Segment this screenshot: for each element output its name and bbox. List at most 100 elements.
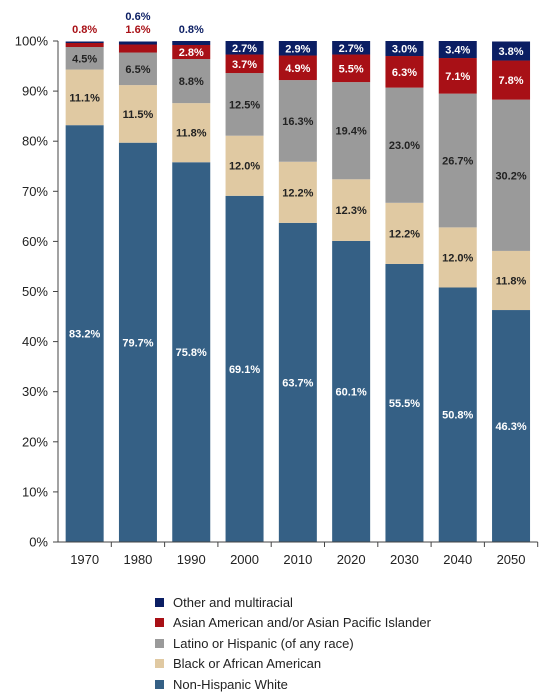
x-tick-label: 2040 (443, 552, 472, 567)
bar-segment (65, 125, 104, 542)
legend-item: Non-Hispanic White (155, 674, 535, 695)
bar-segment (492, 250, 531, 311)
data-label: 2.9% (285, 43, 310, 55)
bar-segment (278, 41, 317, 56)
bar-segment (492, 310, 531, 542)
bar-segment (332, 179, 371, 241)
legend: Other and multiracial Asian American and/… (155, 592, 535, 695)
bar-segment (172, 45, 211, 60)
legend-label: Other and multiracial (173, 594, 293, 610)
bar-segment (385, 263, 424, 542)
data-label: 83.2% (69, 329, 100, 341)
y-tick-label: 0% (29, 535, 48, 550)
bar-segment (332, 41, 371, 55)
y-axis: 0% 10% 20% 30% 40% 50% 60% 70% 80% 90% 100% (15, 34, 59, 550)
data-label: 3.0% (392, 44, 417, 56)
y-tick-label: 90% (22, 84, 48, 99)
bar-segment (492, 60, 531, 100)
data-label: 6.3% (392, 67, 417, 79)
data-label: 69.1% (229, 364, 260, 376)
bar-segment (172, 41, 211, 46)
data-label: 79.7% (122, 337, 153, 349)
bar-segment (332, 54, 371, 83)
bar-segment (172, 59, 211, 104)
legend-label: Black or African American (173, 656, 322, 672)
x-tick-label: 1980 (123, 552, 152, 567)
data-label: 8.8% (179, 76, 204, 88)
bar-segment (225, 195, 264, 542)
y-tick-label: 40% (22, 334, 48, 349)
legend-item: Asian American and/or Asian Pacific Isla… (155, 613, 535, 634)
y-tick-label: 50% (22, 284, 48, 299)
bar-segment (438, 93, 477, 228)
data-label: 12.0% (229, 161, 260, 173)
data-label: 11.8% (496, 275, 527, 287)
y-tick-label: 80% (22, 134, 48, 149)
data-label: 4.9% (285, 63, 310, 75)
y-tick-label: 100% (15, 34, 49, 49)
data-label: 0.6% (125, 11, 150, 23)
bar-segment (438, 287, 477, 542)
legend-label: Asian American and/or Asian Pacific Isla… (173, 615, 431, 631)
bar-segment (225, 41, 264, 55)
y-tick-label: 70% (22, 184, 48, 199)
bar-segment (278, 222, 317, 542)
legend-swatch (155, 597, 164, 607)
legend-label: Non-Hispanic White (173, 676, 288, 692)
legend-item: Other and multiracial (155, 592, 535, 613)
x-tick-label: 2030 (390, 552, 419, 567)
data-label: 55.5% (389, 398, 420, 410)
data-label: 75.8% (176, 347, 207, 359)
data-label: 11.5% (123, 109, 154, 121)
y-tick-label: 10% (22, 484, 48, 499)
bar-segment (385, 56, 424, 88)
bar-segment (172, 162, 211, 542)
bar-segment (225, 54, 264, 74)
data-label: 0.8% (72, 24, 97, 36)
data-label: 50.8% (442, 410, 473, 422)
bar-segment (65, 69, 104, 126)
data-label: 12.2% (282, 187, 313, 199)
legend-item: Latino or Hispanic (of any race) (155, 633, 535, 654)
bar-segment (118, 85, 157, 143)
legend-label: Latino or Hispanic (of any race) (173, 635, 354, 651)
data-label: 60.1% (336, 386, 367, 398)
data-label: 63.7% (282, 377, 313, 389)
data-label: 12.5% (229, 99, 260, 111)
bar-segment (65, 43, 104, 48)
data-label: 6.5% (125, 64, 150, 76)
x-tick-label: 2020 (337, 552, 366, 567)
data-label: 0.8% (179, 24, 204, 36)
legend-swatch (155, 638, 164, 648)
data-label: 11.1% (69, 92, 100, 104)
data-label: 12.3% (336, 205, 367, 217)
bar-segment (278, 161, 317, 223)
bar-segment (172, 103, 211, 163)
data-label: 4.5% (72, 53, 97, 65)
bar-segment (385, 87, 424, 203)
bar-segment (385, 41, 424, 57)
x-tick-label: 2000 (230, 552, 259, 567)
data-label: 5.5% (339, 63, 364, 75)
data-label: 12.2% (389, 228, 420, 240)
x-tick-label: 2050 (497, 552, 526, 567)
bar-segment (438, 58, 477, 94)
stacked-bar-chart: 0% 10% 20% 30% 40% 50% 60% 70% 80% 90% 100% 83.2% 1… (15, 11, 539, 567)
data-label: 46.3% (495, 421, 526, 433)
bar-segment (65, 41, 104, 44)
bar-segment (118, 142, 157, 542)
y-tick-label: 60% (22, 234, 48, 249)
legend-swatch (155, 618, 164, 628)
y-tick-label: 20% (22, 434, 48, 449)
bars (65, 41, 531, 543)
legend-item: Black or African American (155, 654, 535, 675)
data-label: 7.1% (445, 71, 470, 83)
legend-swatch (155, 659, 164, 669)
data-label: 16.3% (282, 116, 313, 128)
y-tick-label: 30% (22, 384, 48, 399)
bar-segment (438, 41, 477, 59)
bar-segment (332, 240, 371, 543)
bar-segment (118, 41, 157, 45)
bar-segment (278, 80, 317, 162)
data-label: 3.4% (445, 45, 470, 57)
